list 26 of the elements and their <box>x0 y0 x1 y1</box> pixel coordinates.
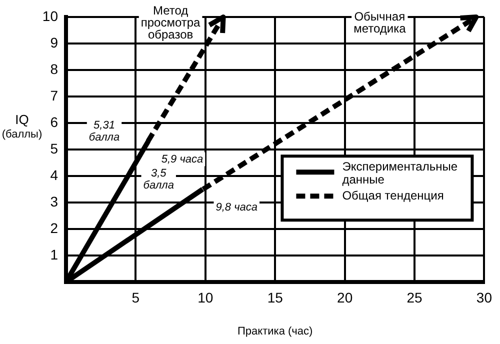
x-axis-title: Практика (час) <box>238 325 313 338</box>
x-tick-label: 5 <box>132 289 140 306</box>
annotation: 5,31 балла <box>88 119 120 144</box>
x-tick-label: 25 <box>406 289 423 306</box>
annotation: Метод просмотра образов <box>140 3 201 42</box>
y-tick-label: 2 <box>50 220 58 236</box>
annotation: 5,9 часа <box>161 153 204 166</box>
x-tick-label: 15 <box>267 289 284 306</box>
x-tick-label: 10 <box>198 289 214 306</box>
legend-label: Общая тенденция <box>342 188 444 202</box>
annotation: Обычная методика <box>354 9 406 36</box>
y-tick-label: 5 <box>50 140 58 156</box>
x-tick-label: 20 <box>337 289 353 306</box>
y-tick-label: 6 <box>50 114 58 130</box>
y-tick-label: 9 <box>50 34 58 50</box>
legend-label: Экспериментальные данные <box>342 159 458 186</box>
y-tick-label: 4 <box>50 166 58 183</box>
annotation: 9,8 часа <box>216 201 258 214</box>
y-axis-title: IQ (баллы) <box>2 112 42 140</box>
y-tick-label: 10 <box>42 8 58 24</box>
y-tick-label: 1 <box>50 246 58 262</box>
y-tick-label: 3 <box>50 193 58 210</box>
annotation: 3,5 балла <box>143 167 174 192</box>
y-tick-label: 7 <box>50 87 58 104</box>
x-tick-label: 30 <box>476 289 492 306</box>
y-tick-label: 8 <box>50 60 58 77</box>
